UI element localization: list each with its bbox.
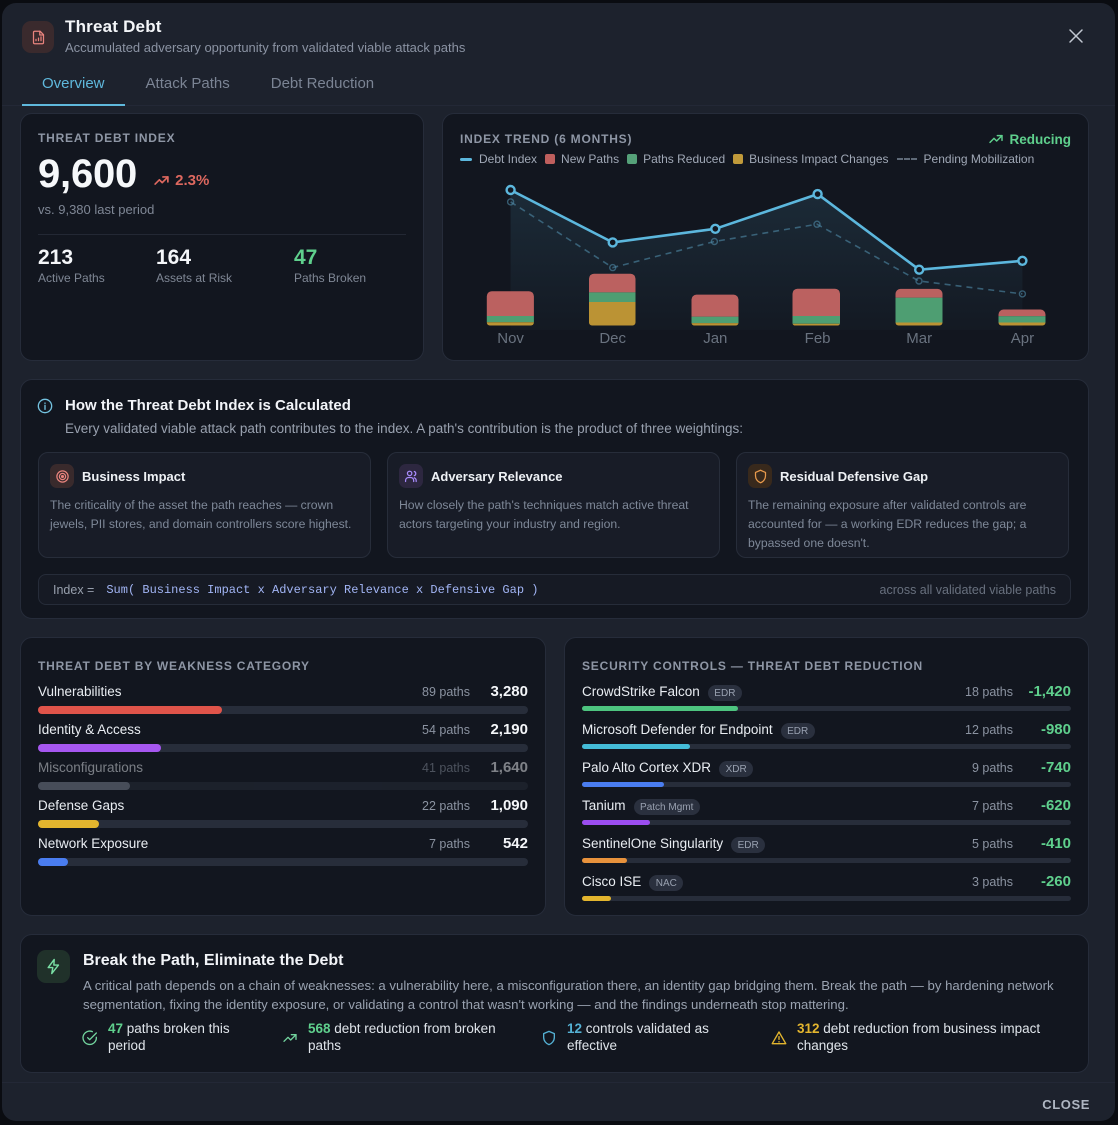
- svg-text:Nov: Nov: [497, 330, 524, 347]
- svg-text:Jan: Jan: [703, 330, 727, 347]
- svg-text:Apr: Apr: [1011, 330, 1034, 347]
- svg-text:Dec: Dec: [599, 330, 626, 347]
- svg-text:Feb: Feb: [805, 330, 831, 347]
- svg-text:Mar: Mar: [906, 330, 932, 347]
